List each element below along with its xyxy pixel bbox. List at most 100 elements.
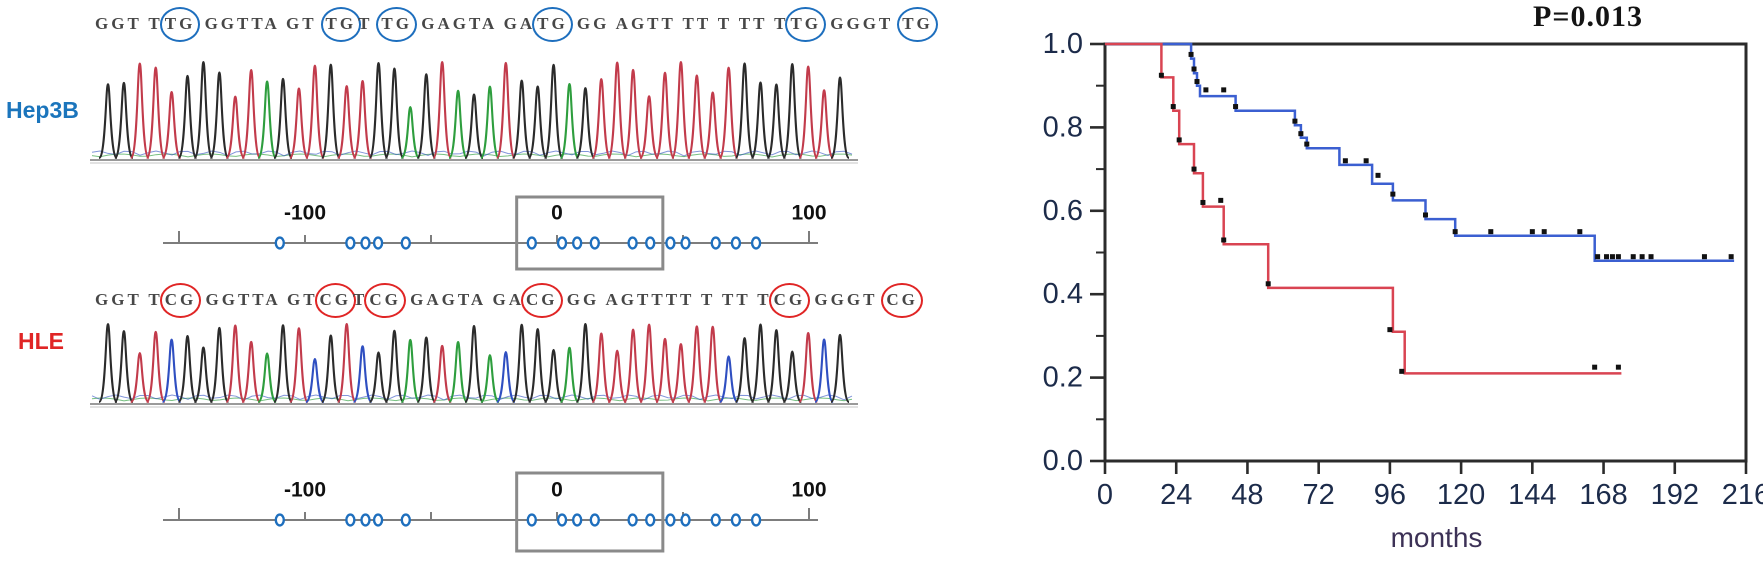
cpg-site-circle: CG — [159, 283, 202, 318]
zero-region-box — [515, 195, 665, 271]
censor-mark — [1630, 254, 1636, 260]
chromatogram-peak — [734, 62, 755, 160]
cpg-site-circle: CG — [364, 283, 406, 318]
sequence-segment: GGT T — [95, 14, 163, 33]
censor-mark — [1218, 197, 1224, 203]
position-axis-label: 0 — [551, 202, 563, 225]
chromatogram-peak — [257, 80, 278, 160]
chromatogram-peak — [782, 63, 803, 160]
chromatogram-peak — [718, 66, 739, 160]
censor-mark — [1577, 229, 1583, 235]
p-value-label: P=0.013 — [1533, 0, 1643, 33]
chromatogram-peak — [209, 71, 230, 160]
chromatogram-peak — [241, 340, 262, 404]
chromatogram-peak — [177, 74, 198, 160]
cpg-site-circle: TG — [320, 7, 362, 42]
cpg-marker — [750, 513, 762, 527]
chromatogram-peak — [527, 85, 548, 160]
sequence-segment: T — [353, 290, 368, 309]
y-axis-tick-label: 0.4 — [1043, 278, 1083, 310]
chromatogram-peak — [623, 68, 644, 160]
censor-mark — [1191, 66, 1197, 72]
cpg-site-circle: CG — [881, 283, 923, 318]
censor-mark — [1423, 212, 1428, 218]
chromatogram-peak — [543, 348, 564, 404]
chromatogram-peak — [607, 61, 628, 160]
zero-region-box — [515, 471, 665, 553]
chromatogram-peak — [113, 81, 134, 160]
censor-mark — [1399, 368, 1405, 374]
chromatogram-peak — [591, 78, 612, 160]
cpg-marker — [372, 236, 384, 250]
chromatogram-peak — [670, 60, 691, 160]
hep3b-label: Hep3B — [6, 97, 79, 123]
chromatogram-peak — [209, 326, 230, 404]
censor-mark — [1452, 229, 1458, 235]
censor-mark — [1170, 104, 1176, 110]
chromatogram-peak — [527, 328, 548, 404]
cpg-marker — [345, 513, 356, 527]
censor-mark — [1221, 237, 1227, 243]
censor-mark — [1158, 72, 1164, 78]
chromatogram-peak — [798, 331, 819, 404]
chromatogram-peak — [129, 62, 150, 160]
chromatogram-peak — [145, 66, 166, 160]
x-axis-tick-label: 96 — [1374, 479, 1406, 511]
y-axis-tick-label: 1.0 — [1043, 28, 1083, 60]
cpg-marker — [589, 513, 600, 527]
hep3b-cpg-position-axis: -100 0 100 — [163, 195, 827, 271]
censor-mark — [1298, 131, 1304, 137]
x-axis-tick-label: 72 — [1303, 479, 1335, 511]
censor-mark — [1728, 254, 1734, 260]
sequence-segment: GAGTA GA — [402, 290, 525, 309]
chromatogram-peak — [766, 329, 787, 404]
cpg-marker — [372, 513, 384, 527]
cpg-marker — [645, 513, 656, 527]
censor-mark — [1604, 254, 1610, 260]
censor-mark — [1191, 166, 1197, 172]
cpg-marker — [680, 236, 691, 250]
censor-mark — [1615, 254, 1621, 260]
hle-cpg-position-axis: -100 0 100 — [163, 471, 827, 553]
chromatogram-peak — [686, 74, 707, 160]
x-axis-tick-label: 192 — [1651, 479, 1699, 511]
censor-mark — [1221, 87, 1227, 93]
censor-mark — [1488, 229, 1494, 235]
cpg-marker — [710, 236, 721, 250]
x-axis-tick-label: 120 — [1437, 479, 1485, 511]
cpg-marker — [571, 513, 583, 527]
chromatogram-peak — [368, 351, 389, 404]
cpg-site-circle: TG — [785, 7, 826, 42]
chromatogram-peak — [272, 324, 294, 404]
chromatogram-peak — [702, 325, 723, 404]
chromatogram-peak — [288, 87, 309, 160]
survival-curve-red-group — [1105, 42, 1622, 375]
sequence-segment: GGTTA GT — [198, 290, 318, 309]
cpg-marker — [680, 513, 691, 527]
hle-chromatogram — [90, 322, 858, 408]
censor-mark — [1390, 191, 1396, 197]
position-axis-label: -100 — [284, 202, 326, 225]
censor-mark — [1701, 254, 1707, 260]
chromatogram-peak — [288, 327, 309, 404]
chromatogram-peak — [591, 332, 612, 404]
cpg-site-circle: TG — [376, 7, 417, 42]
chromatogram-peak — [559, 346, 580, 404]
censor-mark — [1363, 158, 1369, 164]
cpg-marker — [556, 236, 568, 250]
cpg-marker — [274, 236, 286, 250]
y-axis-tick-label: 0.2 — [1043, 362, 1083, 394]
chromatogram-peak — [782, 350, 803, 404]
survival-plot: 0.0 0.2 0.4 0.6 0.8 1.0 0 24 48 72 96 120 144 168 192 2… — [1043, 0, 1763, 553]
cpg-marker — [526, 236, 537, 250]
chromatogram-peak — [432, 60, 453, 160]
cpg-marker — [627, 236, 638, 250]
cpg-marker — [627, 513, 638, 527]
chromatogram-peak — [654, 337, 676, 404]
chromatogram-peak — [193, 61, 214, 160]
chromatogram-peak — [702, 91, 723, 160]
chromatogram-peak — [97, 83, 119, 160]
censor-mark — [1529, 229, 1535, 235]
chromatogram-peak — [734, 337, 755, 404]
censor-mark — [1375, 172, 1381, 178]
